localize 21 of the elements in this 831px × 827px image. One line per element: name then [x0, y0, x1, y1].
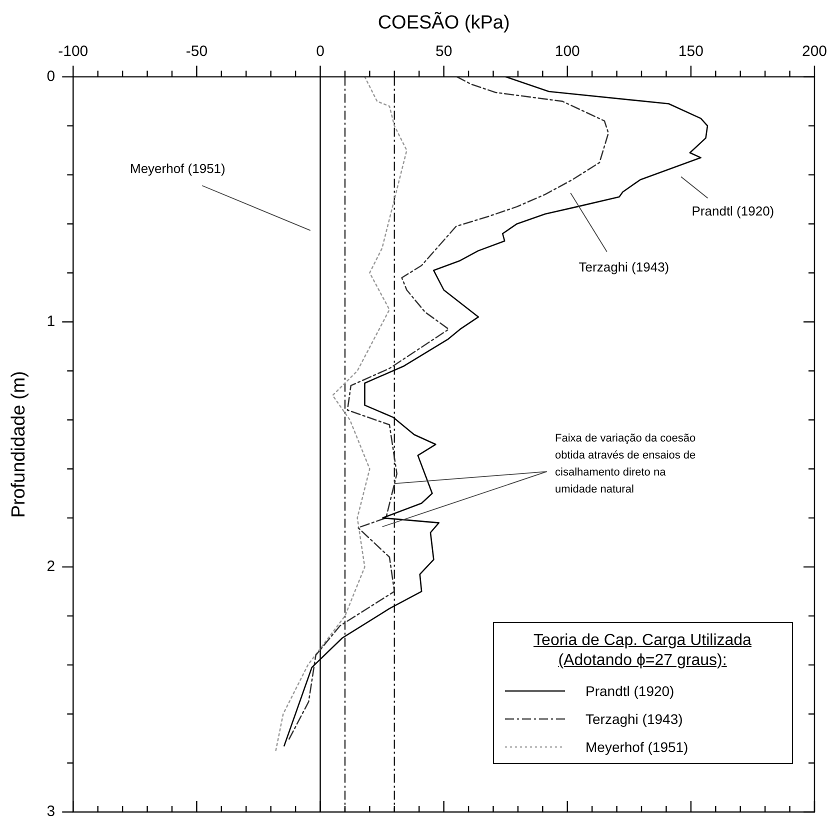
x-tick-label: 0: [316, 42, 324, 60]
annotation: Prandtl (1920): [692, 204, 774, 219]
y-tick-label: 1: [46, 313, 56, 330]
y-axis-title: Profundidade (m): [8, 371, 30, 518]
annotation: Terzaghi (1943): [578, 260, 670, 275]
x-tick-label: 100: [554, 42, 580, 60]
x-tick-label: -100: [58, 42, 88, 60]
annotation: Faixa de variação da coesão obtida através de ensaios de cisalhamento direto na umidade natural: [555, 432, 696, 496]
y-tick-label: 0: [46, 68, 56, 85]
legend-label: Terzaghi (1943): [586, 711, 683, 727]
legend-title: Teoria de Cap. Carga Utilizada (Adotando ϕ=27 graus):: [534, 632, 752, 669]
annotation: Meyerhof (1951): [130, 161, 226, 176]
x-tick-label: 50: [435, 42, 452, 60]
legend-label: Meyerhof (1951): [586, 739, 688, 755]
y-tick-label: 2: [46, 558, 56, 576]
legend-label: Prandtl (1920): [586, 683, 674, 699]
x-tick-label: 150: [678, 42, 704, 60]
x-axis-title: COESÃO (kPa): [378, 12, 510, 34]
y-tick-label: 3: [46, 803, 56, 820]
x-tick-label: -50: [186, 42, 208, 60]
x-tick-label: 200: [802, 42, 827, 60]
